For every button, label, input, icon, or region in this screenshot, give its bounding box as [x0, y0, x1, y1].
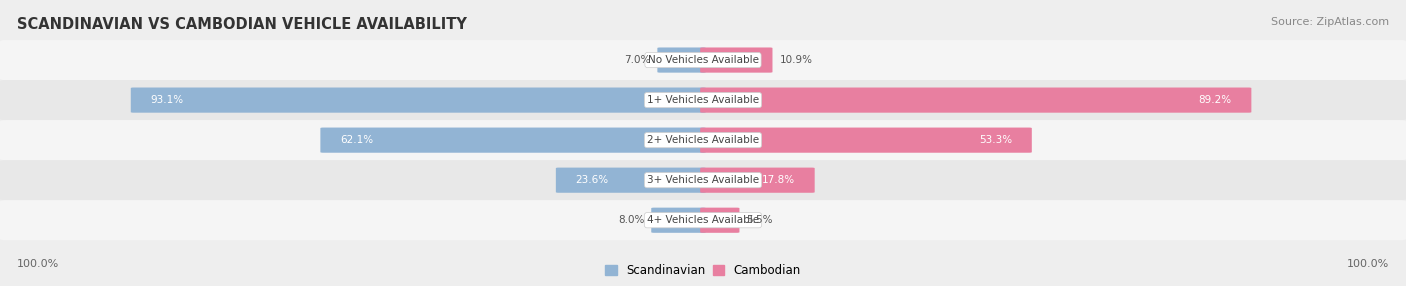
- FancyBboxPatch shape: [700, 88, 1251, 113]
- Text: SCANDINAVIAN VS CAMBODIAN VEHICLE AVAILABILITY: SCANDINAVIAN VS CAMBODIAN VEHICLE AVAILA…: [17, 17, 467, 32]
- FancyBboxPatch shape: [0, 160, 1406, 200]
- Text: 93.1%: 93.1%: [150, 95, 184, 105]
- FancyBboxPatch shape: [700, 168, 814, 193]
- Text: 4+ Vehicles Available: 4+ Vehicles Available: [647, 215, 759, 225]
- Text: 8.0%: 8.0%: [617, 215, 644, 225]
- Text: 1+ Vehicles Available: 1+ Vehicles Available: [647, 95, 759, 105]
- FancyBboxPatch shape: [700, 47, 772, 73]
- FancyBboxPatch shape: [321, 128, 706, 153]
- Text: No Vehicles Available: No Vehicles Available: [648, 55, 758, 65]
- FancyBboxPatch shape: [0, 80, 1406, 120]
- Text: 23.6%: 23.6%: [575, 175, 609, 185]
- FancyBboxPatch shape: [0, 200, 1406, 240]
- Text: 2+ Vehicles Available: 2+ Vehicles Available: [647, 135, 759, 145]
- Text: 62.1%: 62.1%: [340, 135, 373, 145]
- Text: Source: ZipAtlas.com: Source: ZipAtlas.com: [1271, 17, 1389, 27]
- Text: 5.5%: 5.5%: [747, 215, 773, 225]
- FancyBboxPatch shape: [651, 208, 706, 233]
- FancyBboxPatch shape: [700, 128, 1032, 153]
- FancyBboxPatch shape: [555, 168, 706, 193]
- FancyBboxPatch shape: [0, 40, 1406, 80]
- Text: 89.2%: 89.2%: [1198, 95, 1232, 105]
- FancyBboxPatch shape: [658, 47, 706, 73]
- Text: 53.3%: 53.3%: [979, 135, 1012, 145]
- FancyBboxPatch shape: [700, 208, 740, 233]
- FancyBboxPatch shape: [0, 120, 1406, 160]
- Text: 100.0%: 100.0%: [17, 259, 59, 269]
- Text: 3+ Vehicles Available: 3+ Vehicles Available: [647, 175, 759, 185]
- Text: 100.0%: 100.0%: [1347, 259, 1389, 269]
- Legend: Scandinavian, Cambodian: Scandinavian, Cambodian: [605, 264, 801, 277]
- Text: 17.8%: 17.8%: [762, 175, 794, 185]
- Text: 7.0%: 7.0%: [624, 55, 651, 65]
- Text: 10.9%: 10.9%: [779, 55, 813, 65]
- FancyBboxPatch shape: [131, 88, 706, 113]
